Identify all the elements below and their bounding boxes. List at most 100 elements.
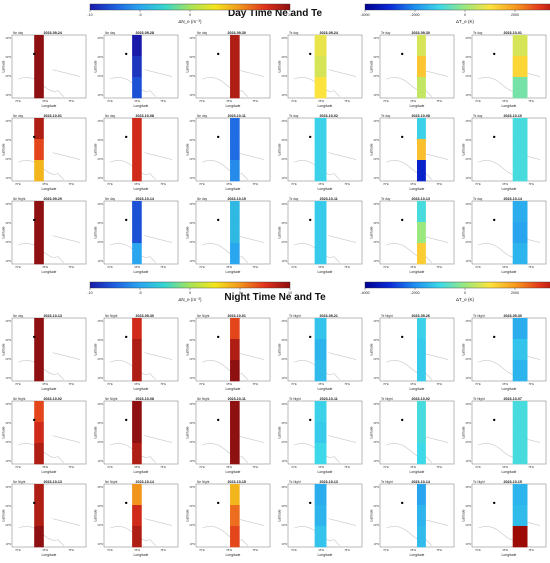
coastline [201,160,249,180]
x-axis-label: Longitude [226,470,241,474]
y-tick-label: 10°N [465,93,471,97]
data-cell [34,201,44,223]
data-cell [512,77,528,99]
x-tick-label: 70°E [199,99,205,103]
y-tick-label: 40°N [281,119,287,123]
y-tick-label: 20°N [373,523,379,527]
data-cell [230,339,240,361]
y-axis-label: Latitude [370,143,374,155]
y-tick-label: 30°N [281,55,287,59]
x-axis-label: Longitude [502,470,517,474]
panel-tag: Ne Night [197,314,210,318]
y-tick-label: 10°N [465,176,471,180]
panel-frame [11,117,87,182]
y-tick-label: 40°N [373,36,379,40]
y-tick-label: 10°N [465,459,471,463]
data-cell [34,339,44,361]
x-tick-label: 70°E [475,465,481,469]
panel-te-2023-10-02: Te Night 2023-10-02 40°N 30°N 20°N 10°N Latitu… [370,397,455,474]
y-axis-label: Latitude [462,226,466,238]
border-line [52,435,81,443]
data-cell [132,360,142,382]
y-tick-label: 40°N [5,202,11,206]
data-cell [34,56,44,78]
y-tick-label: 20°N [465,240,471,244]
y-tick-label: 40°N [189,402,195,406]
y-tick-label: 10°N [465,376,471,380]
panel-ne-2023-10-13: Ne Night 2023-10-13 40°N 30°N 20°N 10°N Latitu… [2,480,87,557]
y-tick-label: 30°N [97,338,103,342]
coastline [201,360,249,380]
panel-te-2023-10-13: Te Night 2023-10-13 40°N 30°N 20°N 10°N Latitu… [278,480,363,557]
x-tick-label: 65°E [134,382,140,386]
x-tick-label: 65°E [134,99,140,103]
data-cell [512,201,528,223]
x-tick-label: 70°E [291,265,297,269]
panel-frame [11,317,87,382]
epicenter-marker [125,418,128,422]
x-tick-label: 70°E [199,382,205,386]
panel-ne-2023-10-11: Ne Night 2023-10-11 40°N 30°N 20°N 10°N Latitu… [186,397,271,474]
epicenter-marker [217,218,220,222]
panel-tag: Te day [289,31,299,35]
data-cell [512,422,528,444]
data-cell [132,243,142,265]
x-tick-label: 75°E [252,382,258,386]
y-tick-label: 30°N [5,338,11,342]
panel-date: 2023-10-13 [44,480,62,484]
data-cell [512,56,528,78]
panel-ne-2023-10-11: Ne day 2023-10-11 40°N 30°N 20°N 10°N Latitude… [186,114,271,191]
x-tick-label: 65°E [410,465,416,469]
x-axis-label: Longitude [318,104,333,108]
coastline [201,243,249,263]
panel-date: 2023-09-30 [228,31,246,35]
panel-tag: Ne day [197,114,208,118]
epicenter-marker [33,335,36,339]
y-tick-label: 40°N [465,402,471,406]
y-axis-label: Latitude [278,343,282,355]
coastline [201,526,249,546]
colorbar-tick-label: -4000 [360,13,369,17]
y-tick-label: 20°N [373,357,379,361]
x-axis-label: Longitude [226,387,241,391]
y-axis-label: Latitude [370,226,374,238]
y-tick-label: 30°N [5,504,11,508]
x-tick-label: 65°E [502,182,508,186]
x-tick-label: 65°E [226,382,232,386]
data-cell [417,339,426,361]
panel-tag: Ne Night [197,480,210,484]
panel-ne-2023-10-01: Ne day 2023-10-01 40°N 30°N 20°N 10°N Latitude… [2,114,87,191]
epicenter-marker [493,501,496,505]
x-tick-label: 70°E [15,548,21,552]
x-tick-label: 75°E [528,548,534,552]
x-tick-label: 70°E [383,382,389,386]
x-tick-label: 70°E [475,265,481,269]
panel-te-2023-09-30: Te day 2023-09-30 40°N 30°N 20°N 10°N Latitude… [370,31,455,108]
x-axis-label: Longitude [134,270,149,274]
panel-date: 2023-10-14 [136,480,154,484]
x-tick-label: 65°E [134,548,140,552]
border-line [328,152,357,160]
colorbar-label: ΔN_e (m⁻³) [178,19,202,24]
x-axis-label: Longitude [42,270,57,274]
x-tick-label: 70°E [291,182,297,186]
y-tick-label: 40°N [373,119,379,123]
x-axis-label: Longitude [318,187,333,191]
y-tick-label: 20°N [281,357,287,361]
epicenter-marker [33,52,36,56]
epicenter-marker [217,418,220,422]
x-tick-label: 65°E [226,182,232,186]
x-axis-label: Longitude [134,553,149,557]
y-axis-label: Latitude [278,426,282,438]
y-tick-label: 30°N [465,421,471,425]
data-cell [314,56,327,78]
data-cell [34,118,44,140]
y-tick-label: 20°N [281,240,287,244]
x-axis-label: Longitude [318,387,333,391]
y-tick-label: 20°N [189,440,195,444]
y-axis-label: Latitude [278,509,282,521]
x-tick-label: 75°E [344,382,350,386]
y-tick-label: 10°N [5,376,11,380]
x-tick-label: 75°E [252,99,258,103]
data-cell [512,35,528,57]
